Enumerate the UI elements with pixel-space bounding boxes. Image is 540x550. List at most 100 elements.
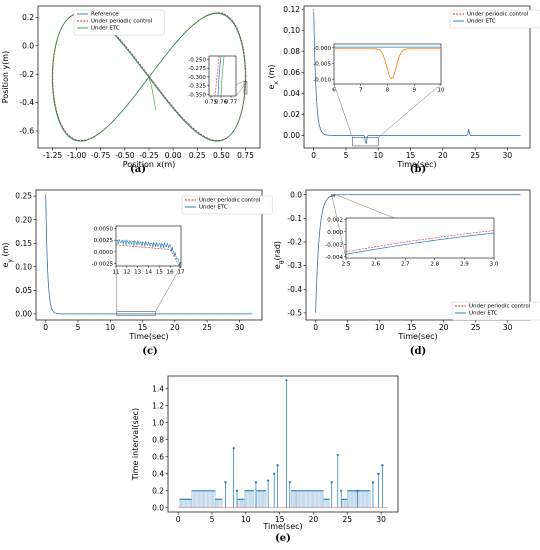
e-ytick-label: 0.2 <box>152 486 164 495</box>
d-inset-xtick-label: 2.7 <box>401 262 410 268</box>
c-inset-xtick-label: 12 <box>123 270 130 276</box>
a-inset-xtick-label: 0.75 <box>205 100 218 106</box>
a-inset-xtick-label: 0.76 <box>215 100 228 106</box>
e-ytick-label: 1.2 <box>152 401 164 410</box>
a-xtick-label: 0.75 <box>237 151 254 160</box>
c-caption: (c) <box>142 346 158 357</box>
c-ytick-label: 0.15 <box>15 239 32 248</box>
b-ytick-label: 0.04 <box>283 89 300 98</box>
a-inset-periodic <box>214 55 220 97</box>
d-ytick-label: -0.1 <box>287 214 302 223</box>
d-zoom-rect <box>331 193 336 197</box>
b-ytick-label: 0.02 <box>283 110 300 119</box>
d-inset-etc <box>345 232 495 255</box>
a-inset-reference <box>217 55 222 97</box>
e-spike-marker <box>235 489 239 492</box>
d-ytick-label: -0.2 <box>287 238 302 247</box>
d-axes-frame <box>305 189 531 321</box>
c-inset-xtick-label: 14 <box>145 270 152 276</box>
b-zoom-connector <box>378 83 442 138</box>
d-ytick-label: -0.5 <box>287 309 302 318</box>
b-series-etc <box>313 11 521 144</box>
a-legend-label: Under periodic control <box>91 19 153 25</box>
c-xlabel: Time(sec) <box>128 332 168 341</box>
b-xtick-label: 0 <box>311 151 316 160</box>
c-legend-box <box>181 195 273 215</box>
c-legend-label: Under periodic control <box>199 198 261 204</box>
a-inset-ytick-label: -0.300 <box>188 75 206 81</box>
a-zoom-rect <box>243 80 248 95</box>
c-ytick-label: 0.10 <box>15 262 32 271</box>
d-xtick-label: 20 <box>439 323 449 332</box>
a-legend-box <box>73 9 165 36</box>
e-spike-marker <box>377 472 380 475</box>
d-xtick-label: 5 <box>345 323 350 332</box>
b-axes-frame <box>303 5 531 149</box>
b-caption: (b) <box>410 164 426 175</box>
a-ytick-label: -0.6 <box>19 127 34 136</box>
c-ylabel: ey (m) <box>1 242 14 267</box>
b-legend-label: Under periodic control <box>467 12 529 18</box>
c-inset-ytick-label: 0.0000 <box>94 250 114 256</box>
b-legend-box <box>449 9 540 29</box>
b-ytick-label: 0.10 <box>283 26 300 35</box>
c-xtick-label: 10 <box>105 323 115 332</box>
e-spike-marker <box>371 481 375 484</box>
c-inset-xtick-label: 15 <box>156 270 163 276</box>
d-inset-xtick-label: 2.9 <box>460 262 469 268</box>
d-series-etc <box>315 194 521 312</box>
d-ylabel: eθ(rad) <box>273 241 286 269</box>
a-xtick-label: -1.25 <box>43 151 63 160</box>
a-inset-ytick-label: -0.250 <box>188 57 206 63</box>
c-inset-ytick-label: -0.0025 <box>92 262 114 268</box>
e-xtick-label: 5 <box>210 515 215 524</box>
c-inset-periodic <box>115 244 182 270</box>
d-inset-xtick-label: 3.0 <box>490 262 499 268</box>
a-xtick-label: 0.50 <box>213 151 230 160</box>
b-ytick-label: 0.06 <box>283 68 300 77</box>
b-inset-xtick-label: 7 <box>359 88 363 94</box>
a-zoom-connector <box>235 81 248 97</box>
a-xtick-label: -1.00 <box>67 151 87 160</box>
b-inset-xtick-label: 8 <box>386 88 390 94</box>
b-xtick-label: 20 <box>438 151 448 160</box>
e-ytick-label: 0.8 <box>152 435 164 444</box>
d-xtick-label: 15 <box>407 323 417 332</box>
e-spike-marker <box>232 447 235 450</box>
c-inset-xtick-label: 17 <box>178 270 185 276</box>
b-zoom-connector <box>333 83 353 138</box>
c-series-etc <box>45 196 253 315</box>
c-xtick-label: 25 <box>202 323 212 332</box>
e-xtick-label: 20 <box>309 515 319 524</box>
d-inset-periodic <box>345 230 495 253</box>
a-series-periodic <box>52 12 247 141</box>
c-ytick-label: 0.25 <box>15 192 32 201</box>
b-legend-label: Under ETC <box>467 19 496 25</box>
a-inset-xtick-label: 0.77 <box>225 100 238 106</box>
e-xlabel: Time(sec) <box>262 522 302 531</box>
e-ytick-label: 1.0 <box>152 418 164 427</box>
d-caption: (d) <box>410 346 426 357</box>
e-spike-marker <box>224 481 227 484</box>
e-spike-marker <box>254 481 258 484</box>
b-xtick-label: 30 <box>503 151 513 160</box>
a-xlabel: Position x(m) <box>123 160 175 169</box>
b-inset-xtick-label: 6 <box>332 88 336 94</box>
c-xtick-label: 5 <box>76 323 81 332</box>
b-inset-orange <box>334 48 441 80</box>
a-ytick-label: -0.2 <box>19 70 34 79</box>
e-ytick-label: 0.0 <box>152 503 164 512</box>
c-xtick-label: 20 <box>170 323 180 332</box>
e-xtick-label: 30 <box>376 515 386 524</box>
c-inset-xtick-label: 13 <box>134 270 141 276</box>
d-xtick-label: 10 <box>375 323 385 332</box>
d-ytick-label: 0.0 <box>290 190 302 199</box>
b-ytick-label: 0.12 <box>283 5 300 14</box>
b-ytick-label: 0.00 <box>283 131 300 140</box>
c-inset-etc <box>115 238 182 266</box>
c-inset-xtick-label: 16 <box>167 270 174 276</box>
b-inset-ytick-label: -0.010 <box>313 77 331 83</box>
